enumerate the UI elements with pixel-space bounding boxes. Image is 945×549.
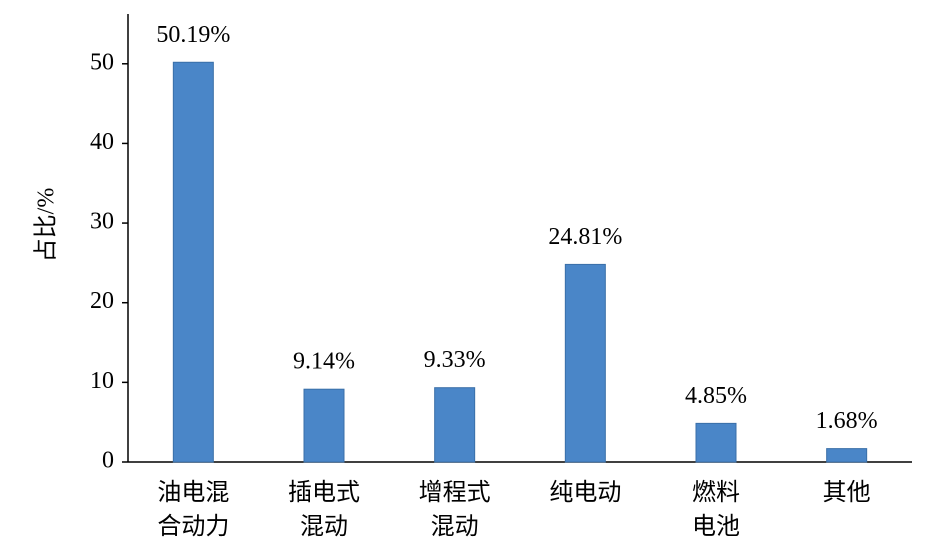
x-tick-label: 燃料电池	[692, 479, 740, 540]
value-label: 9.14%	[293, 349, 355, 375]
x-tick-label: 油电混合动力	[157, 479, 229, 540]
value-label: 50.19%	[156, 22, 230, 48]
y-tick-label: 20	[90, 288, 114, 314]
bar	[172, 61, 214, 463]
bar	[564, 263, 606, 463]
y-tick-label: 50	[90, 49, 114, 75]
x-tick-label: 增程式混动	[419, 479, 491, 540]
y-tick-label: 30	[90, 209, 114, 235]
y-tick-label: 0	[102, 448, 114, 474]
bar	[826, 448, 868, 463]
value-label: 9.33%	[424, 347, 486, 373]
value-label: 4.85%	[685, 383, 747, 409]
bar	[695, 422, 737, 463]
y-tick-label: 10	[90, 368, 114, 394]
y-axis-label: 占比/%	[33, 188, 60, 263]
value-label: 1.68%	[816, 408, 878, 434]
x-tick-label: 纯电动	[549, 479, 621, 506]
bar	[303, 388, 345, 463]
value-label: 24.81%	[548, 224, 622, 250]
bar	[434, 387, 476, 463]
x-tick-label: 插电式混动	[288, 479, 360, 540]
y-tick-label: 40	[90, 129, 114, 155]
x-tick-label: 其他	[823, 479, 871, 506]
